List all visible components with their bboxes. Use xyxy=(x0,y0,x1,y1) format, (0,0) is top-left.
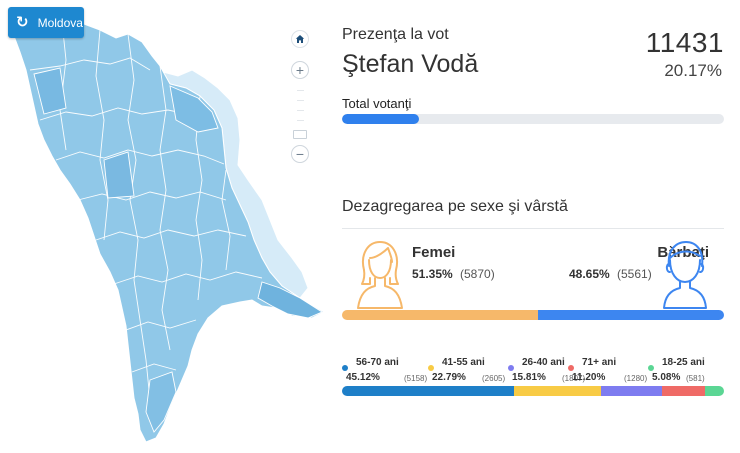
map-region-south-1[interactable] xyxy=(145,371,177,433)
zoom-tick xyxy=(297,110,304,111)
region-name: Ştefan Vodă xyxy=(342,50,479,78)
age-group-count: (1280) xyxy=(624,374,648,383)
age-bar-segment[interactable] xyxy=(661,386,705,396)
moldova-button-label: Moldova xyxy=(37,15,83,30)
age-group-percent: 45.12% xyxy=(346,372,380,383)
age-group-percent: 11.20% xyxy=(572,372,606,383)
turnout-title: Prezenţa la vot xyxy=(342,26,449,43)
men-count: (5561) xyxy=(617,267,652,281)
age-group-percent: 5.08% xyxy=(652,372,681,383)
women-percent: 51.35% xyxy=(412,267,453,281)
gender-bar xyxy=(342,310,724,320)
map-region-north-2[interactable] xyxy=(169,85,219,133)
breakdown-title: Dezagregarea pe sexe şi vârstă xyxy=(342,198,568,215)
plus-icon: + xyxy=(295,62,305,78)
home-button[interactable] xyxy=(291,30,309,48)
age-bar-segment[interactable] xyxy=(601,386,662,396)
age-legend-dot xyxy=(428,365,434,371)
zoom-tick xyxy=(297,100,304,101)
zoom-slider-handle[interactable] xyxy=(293,130,307,139)
gender-bar-men[interactable] xyxy=(538,310,724,320)
age-group-percent: 22.79% xyxy=(432,372,466,383)
age-group-percent: 15.81% xyxy=(512,372,546,383)
total-votanti-label: Total votanţi xyxy=(342,96,412,111)
map-district-borders xyxy=(29,21,263,401)
age-bar xyxy=(342,386,724,396)
age-group-label: 71+ ani xyxy=(582,357,617,368)
turnout-percent: 20.17% xyxy=(664,61,722,80)
divider xyxy=(342,228,724,229)
turnout-progress-fill xyxy=(342,114,420,124)
reload-icon: ↻ xyxy=(16,14,29,31)
age-group-label: 26-40 ani xyxy=(522,357,565,368)
age-group-label: 56-70 ani xyxy=(356,357,399,368)
age-bar-segment[interactable] xyxy=(704,386,724,396)
moldova-map[interactable] xyxy=(0,0,330,453)
map-moldova-body[interactable] xyxy=(13,13,326,443)
age-group-count: (5158) xyxy=(404,374,428,383)
age-legend-dot xyxy=(648,365,654,371)
minus-icon: − xyxy=(295,146,305,162)
zoom-in-button[interactable]: + xyxy=(291,61,309,79)
woman-icon xyxy=(357,241,403,309)
zoom-tick xyxy=(297,120,304,121)
map-region-stefan-voda[interactable] xyxy=(257,281,323,319)
men-percent: 48.65% xyxy=(569,267,610,281)
age-legend-dot xyxy=(568,365,574,371)
info-panel: Prezenţa la vot Ştefan Vodă 11431 20.17%… xyxy=(342,0,724,453)
age-legend: 56-70 ani 45.12% (5158) 41-55 ani 22.79% (260… xyxy=(342,357,724,387)
women-label: Femei xyxy=(412,244,456,261)
age-group-label: 41-55 ani xyxy=(442,357,485,368)
turnout-progress-track xyxy=(342,114,724,124)
zoom-out-button[interactable]: − xyxy=(291,145,309,163)
age-group-count: (2605) xyxy=(482,374,506,383)
age-group-label: 18-25 ani xyxy=(662,357,705,368)
age-group-count: (1807) xyxy=(562,374,586,383)
age-legend-dot xyxy=(342,365,348,371)
age-group-count: (581) xyxy=(686,374,705,383)
moldova-button[interactable]: ↻ Moldova xyxy=(8,7,84,38)
age-bar-segment[interactable] xyxy=(514,386,602,396)
home-icon xyxy=(295,35,305,43)
map-region-north-1[interactable] xyxy=(33,67,67,115)
map-panel: ↻ Moldova + − xyxy=(0,0,330,453)
age-legend-dot xyxy=(508,365,514,371)
man-icon xyxy=(663,241,707,309)
gender-bar-women[interactable] xyxy=(342,310,539,320)
map-region-center-1[interactable] xyxy=(103,151,135,199)
age-bar-segment[interactable] xyxy=(342,386,515,396)
women-count: (5870) xyxy=(460,267,495,281)
total-voters: 11431 xyxy=(645,27,724,58)
zoom-tick xyxy=(297,90,304,91)
